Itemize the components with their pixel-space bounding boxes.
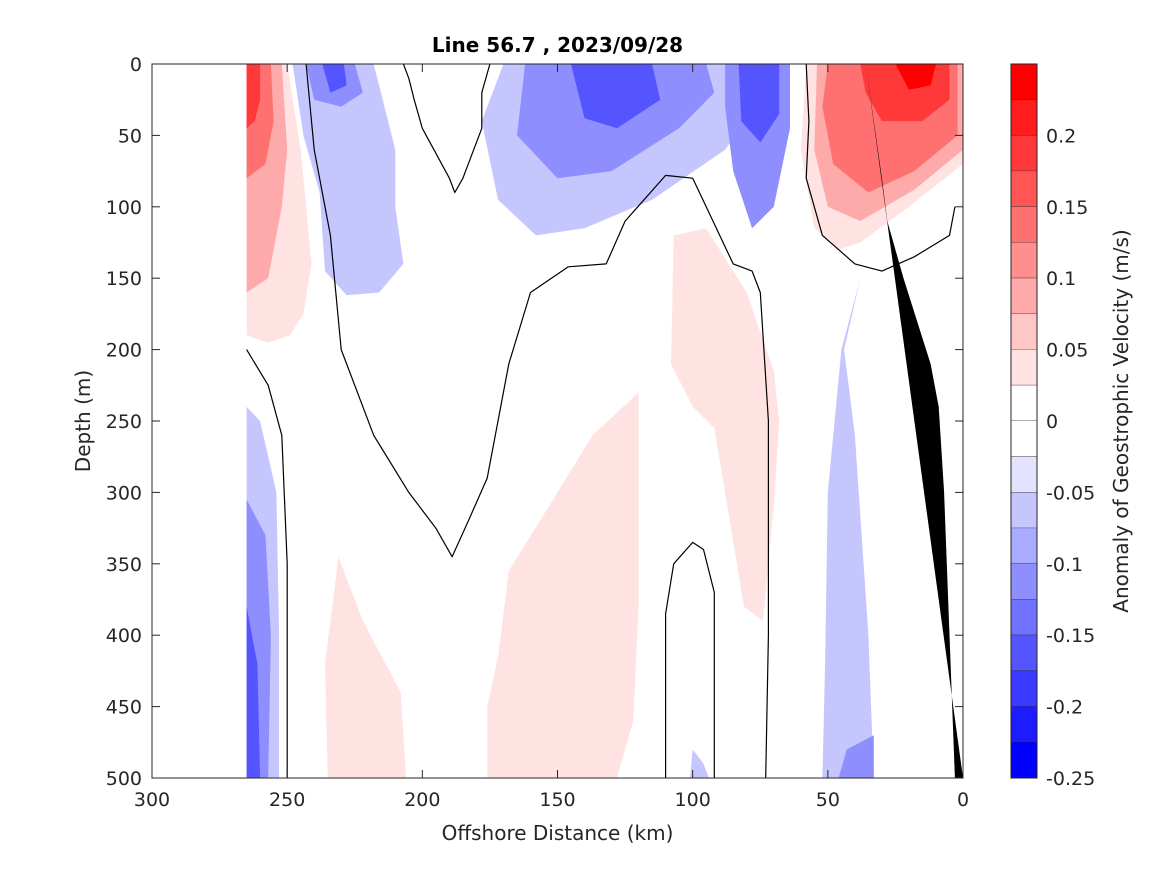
colorbar-label: Anomaly of Geostrophic Velocity (m/s) [1109,229,1133,612]
x-axis-label: Offshore Distance (km) [442,821,674,845]
colorbar-swatch [1011,599,1037,636]
zero-contour-2 [305,63,770,779]
contour-region-west-deep-cool-mid [246,606,261,778]
y-axis-label: Depth (m) [71,370,95,472]
y-tick-label: 300 [106,482,142,504]
x-tick-label: 200 [404,789,440,811]
colorbar-swatch [1011,670,1037,707]
y-tick-label: 150 [106,268,142,290]
colorbar-swatch [1011,563,1037,600]
x-tick-label: 0 [957,789,969,811]
colorbar-swatch [1011,528,1037,564]
colorbar-swatch [1011,278,1037,314]
x-axis-ticks: 300 250 200 150 100 50 0 [134,64,969,811]
contour-region-north-cool-east-core [738,64,780,143]
x-tick-label: 300 [134,789,170,811]
y-tick-label: 100 [106,197,142,219]
bathymetry-mask [865,64,963,778]
colorbar-swatch [1011,385,1037,421]
colorbar-swatches [1011,64,1037,779]
y-tick-label: 200 [106,340,142,362]
colorbar-tick-label: -0.2 [1046,697,1083,719]
contour-region-north-cool-center-core [571,64,661,129]
contour-region-north-cool-west-fringe [292,64,404,296]
colorbar-tick-label: 0 [1046,411,1058,433]
contour-region-deep-warm-center [487,392,639,778]
colorbar-swatch [1011,706,1037,743]
plot-area [151,63,964,779]
contour-region-deep-warm-west [325,556,407,778]
colorbar-tick-label: 0.05 [1046,340,1088,362]
colorbar-swatch [1011,313,1037,350]
colorbar-swatch [1011,456,1037,493]
y-axis-ticks: 0 50 100 150 200 250 300 350 400 450 500 [106,54,963,790]
contour-region-slope-cool-low [838,735,874,778]
colorbar-swatch [1011,99,1037,136]
colorbar: 0.2 0.15 0.1 0.05 0 -0.05 -0.1 -0.15 -0.2 -0.25 [1010,63,1095,790]
colorbar-tick-label: -0.25 [1046,768,1095,790]
zero-contour-lines [246,63,956,779]
colorbar-tick-label: 0.1 [1046,268,1076,290]
colorbar-swatch [1011,492,1037,529]
colorbar-tick-label: 0.15 [1046,197,1088,219]
contour-region-east-warm-peak [895,64,936,90]
chart-title: Line 56.7 , 2023/09/28 [432,33,683,57]
contour-region-slope-cool-fringe [822,278,874,778]
colorbar-tick-label: -0.15 [1046,625,1095,647]
colorbar-tick-label: -0.1 [1046,554,1083,576]
y-tick-label: 350 [106,554,142,576]
colorbar-tick-label: 0.2 [1046,125,1076,147]
colorbar-ticks: 0.2 0.15 0.1 0.05 0 -0.05 -0.1 -0.15 -0.2 -0.25 [1046,125,1095,790]
y-tick-label: 0 [130,54,142,76]
contour-region-mid-warm-patch [671,228,780,621]
colorbar-swatch [1011,242,1037,279]
x-tick-label: 150 [539,789,575,811]
x-tick-label: 100 [675,789,711,811]
colorbar-swatch [1011,349,1037,386]
x-tick-label: 50 [816,789,840,811]
colorbar-tick-label: -0.05 [1046,482,1095,504]
zero-contour-5 [805,63,956,272]
colorbar-swatch [1011,64,1037,100]
x-tick-label: 250 [269,789,305,811]
y-tick-label: 500 [106,768,142,790]
y-tick-label: 250 [106,411,142,433]
colorbar-swatch [1011,206,1037,243]
zero-contour-4 [664,541,715,778]
colorbar-swatch [1011,421,1037,457]
zero-contour-1 [246,349,288,778]
y-tick-label: 400 [106,625,142,647]
contour-fills [246,64,963,778]
colorbar-swatch [1011,135,1037,172]
contour-region-center-deep-cool [690,749,709,778]
zero-contour-3 [402,63,491,194]
contour-region-north-cool-west-core [322,64,347,93]
y-tick-label: 450 [106,697,142,719]
colorbar-frame [1010,63,1038,779]
contour-region-west-warm-core [246,64,261,129]
colorbar-swatch [1011,635,1037,671]
colorbar-swatch [1011,742,1037,778]
y-tick-label: 50 [118,125,142,147]
colorbar-swatch [1011,171,1037,207]
